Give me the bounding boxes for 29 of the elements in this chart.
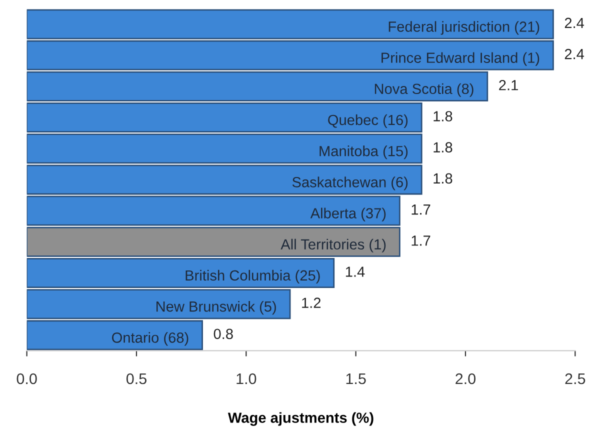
x-axis-title: Wage ajustments (%) xyxy=(228,412,374,426)
data-label: 1.4 xyxy=(346,266,365,277)
y-tick-label: Manitoba (15) xyxy=(320,146,408,160)
x-tick-label: 0.0 xyxy=(16,373,37,384)
y-tick-label: Quebec (16) xyxy=(328,114,408,128)
y-tick-label: New Brunswick (5) xyxy=(156,301,276,315)
data-label: 1.7 xyxy=(412,204,430,215)
data-label: 1.2 xyxy=(302,298,321,308)
y-tick-label: Ontario (68) xyxy=(112,332,188,346)
x-tick-label: 1.0 xyxy=(236,373,256,384)
y-tick-label: British Columbia (25) xyxy=(186,270,320,284)
y-tick-label: Federal jurisdiction (21) xyxy=(388,21,540,35)
y-tick-label: All Territories (1) xyxy=(280,238,386,252)
data-label: 2.1 xyxy=(499,80,518,90)
data-label: 2.4 xyxy=(564,48,584,60)
data-label: 2.4 xyxy=(564,18,584,28)
y-tick-label: Prince Edward Island (1) xyxy=(382,52,540,66)
y-tick-label: Alberta (37) xyxy=(310,208,386,222)
data-label: 1.8 xyxy=(434,111,452,122)
data-label: 1.8 xyxy=(434,173,452,184)
data-label: 1.8 xyxy=(434,142,452,153)
x-tick-label: 2.5 xyxy=(565,373,586,384)
x-tick-label: 0.5 xyxy=(126,373,146,384)
y-tick-label: Saskatchewan (6) xyxy=(292,176,408,190)
data-label: 0.8 xyxy=(214,328,233,340)
x-tick-label: 1.5 xyxy=(346,374,366,384)
x-tick-label: 2.0 xyxy=(456,373,476,384)
y-tick-label: Nova Scotia (8) xyxy=(374,83,474,97)
data-label: 1.7 xyxy=(412,236,430,246)
